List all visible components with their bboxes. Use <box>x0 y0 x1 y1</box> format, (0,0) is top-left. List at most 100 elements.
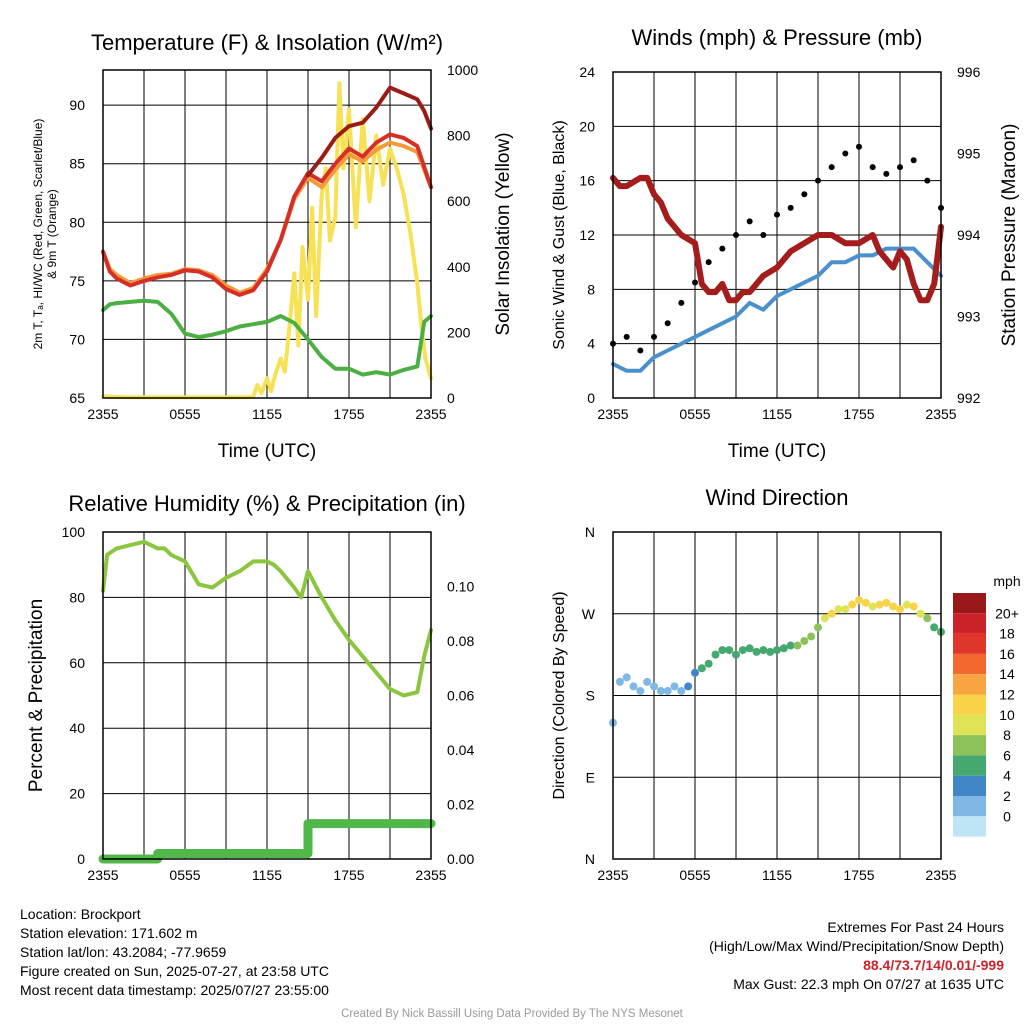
direction-point <box>841 605 850 614</box>
legend-label: 20+ <box>995 605 1019 621</box>
data-point <box>815 177 821 184</box>
x-tick-label: 0555 <box>679 867 710 883</box>
y-tick-label: 12 <box>579 227 595 243</box>
credit-text: Created By Nick Bassill Using Data Provi… <box>341 1008 683 1020</box>
legend-swatch <box>953 674 986 695</box>
data-point <box>705 259 712 266</box>
humidity-panel: Relative Humidity (%) & Precipitation (i… <box>26 491 474 883</box>
y-tick-label: 20 <box>69 786 85 802</box>
direction-point <box>861 598 870 607</box>
x-tick-label: 1155 <box>762 867 792 883</box>
latlon-text: Station lat/lon: 43.2084; -77.9659 <box>20 944 227 960</box>
series-line <box>611 246 943 373</box>
chart-title: Temperature (F) & Insolation (W/m²) <box>91 30 443 55</box>
location-text: Location: Brockport <box>20 906 141 922</box>
y-axis-label: Percent & Precipitation <box>26 599 47 792</box>
y2-tick-label: 200 <box>447 324 471 340</box>
direction-point <box>752 647 761 656</box>
y2-tick-label: 1000 <box>447 62 478 78</box>
direction-point <box>650 682 658 691</box>
legend-swatch <box>953 816 986 837</box>
y-tick-label: 85 <box>69 156 85 172</box>
data-point <box>692 279 698 286</box>
y2-tick-label: 992 <box>957 390 981 406</box>
y-tick-label: 80 <box>69 214 85 230</box>
direction-point <box>704 659 713 668</box>
legend-swatch <box>953 694 986 715</box>
direction-point <box>622 673 631 682</box>
legend-label: 0 <box>1003 808 1011 824</box>
y-tick-label: 16 <box>579 173 595 189</box>
y2-tick-label: 996 <box>957 64 981 80</box>
data-point <box>760 232 767 238</box>
direction-point <box>684 682 693 691</box>
legend-label: 14 <box>999 666 1015 682</box>
data-point <box>637 347 644 354</box>
x-tick-label: 2355 <box>597 867 628 883</box>
direction-point <box>615 677 624 686</box>
x-tick-label: 2355 <box>415 867 446 883</box>
direction-point <box>697 664 706 673</box>
y2-tick-label: 0.08 <box>447 633 474 649</box>
data-point <box>910 157 917 164</box>
y-tick-label: 40 <box>69 720 85 736</box>
legend-label: 4 <box>1003 768 1011 784</box>
y-axis-label: Direction (Colored By Speed) <box>551 591 568 799</box>
direction-point <box>909 602 918 611</box>
direction-point <box>800 637 809 645</box>
created-text: Figure created on Sun, 2025-07-27, at 23… <box>20 963 329 979</box>
series-line <box>306 85 433 178</box>
y-tick-label: 0 <box>587 390 595 406</box>
legend-label: 10 <box>999 707 1015 723</box>
y-tick-label: 4 <box>587 336 595 352</box>
data-point <box>678 299 685 306</box>
direction-point <box>732 650 740 659</box>
plot-frame <box>612 531 942 860</box>
data-point <box>856 143 862 150</box>
max-gust-text: Max Gust: 22.3 mph On 07/27 at 1635 UTC <box>733 976 1004 992</box>
recent-text: Most recent data timestamp: 2025/07/27 2… <box>20 982 329 998</box>
x-axis-label: Time (UTC) <box>728 441 827 462</box>
y2-tick-label: 0.04 <box>447 742 474 758</box>
x-tick-label: 2355 <box>925 867 956 883</box>
y2-axis-label: Solar Insolation (Yellow) <box>493 132 514 335</box>
x-tick-label: 1755 <box>843 406 874 422</box>
data-point <box>774 211 780 218</box>
direction-point <box>643 677 652 686</box>
y-axis-label: Sonic Wind & Gust (Blue, Black) <box>551 120 568 349</box>
extremes-panel: Extremes For Past 24 Hours (High/Low/Max… <box>709 918 1004 994</box>
direction-point <box>923 614 932 623</box>
extremes-title: Extremes For Past 24 Hours <box>827 919 1004 935</box>
x-tick-label: 1755 <box>333 406 364 422</box>
direction-point <box>834 605 843 614</box>
y-tick-label: S <box>586 688 595 704</box>
legend-swatch <box>953 714 986 736</box>
winds-panel: Winds (mph) & Pressure (mb) 2355 0555 1155 1… <box>551 25 1020 462</box>
direction-point <box>745 644 754 653</box>
data-point <box>787 204 794 211</box>
direction-point <box>670 682 679 691</box>
data-point <box>801 191 808 198</box>
direction-point <box>677 686 686 695</box>
y-tick-label: 65 <box>69 390 85 406</box>
chart-title: Relative Humidity (%) & Precipitation (i… <box>68 491 465 516</box>
x-axis-label: Time (UTC) <box>218 441 317 462</box>
x-tick-label: 2355 <box>597 406 628 422</box>
y2-axis-label: Station Pressure (Maroon) <box>999 124 1020 347</box>
plot-frame <box>612 71 942 399</box>
y-tick-label: 80 <box>69 589 85 605</box>
x-tick-label: 0555 <box>679 406 710 422</box>
y-tick-label: 0 <box>77 851 85 867</box>
data-point <box>719 245 726 252</box>
extremes-values: 88.4/73.7/14/0.01/-999 <box>863 957 1004 973</box>
x-tick-label: 2355 <box>415 406 446 422</box>
direction-point <box>814 623 822 632</box>
y-tick-label: N <box>585 851 595 867</box>
y-axis-label: & 9m T (Orange) <box>45 189 59 279</box>
direction-point <box>738 646 747 655</box>
y-tick-label: 20 <box>579 118 595 134</box>
y-tick-label: 75 <box>69 273 85 289</box>
direction-point <box>902 600 911 609</box>
y2-tick-label: 995 <box>957 146 981 162</box>
